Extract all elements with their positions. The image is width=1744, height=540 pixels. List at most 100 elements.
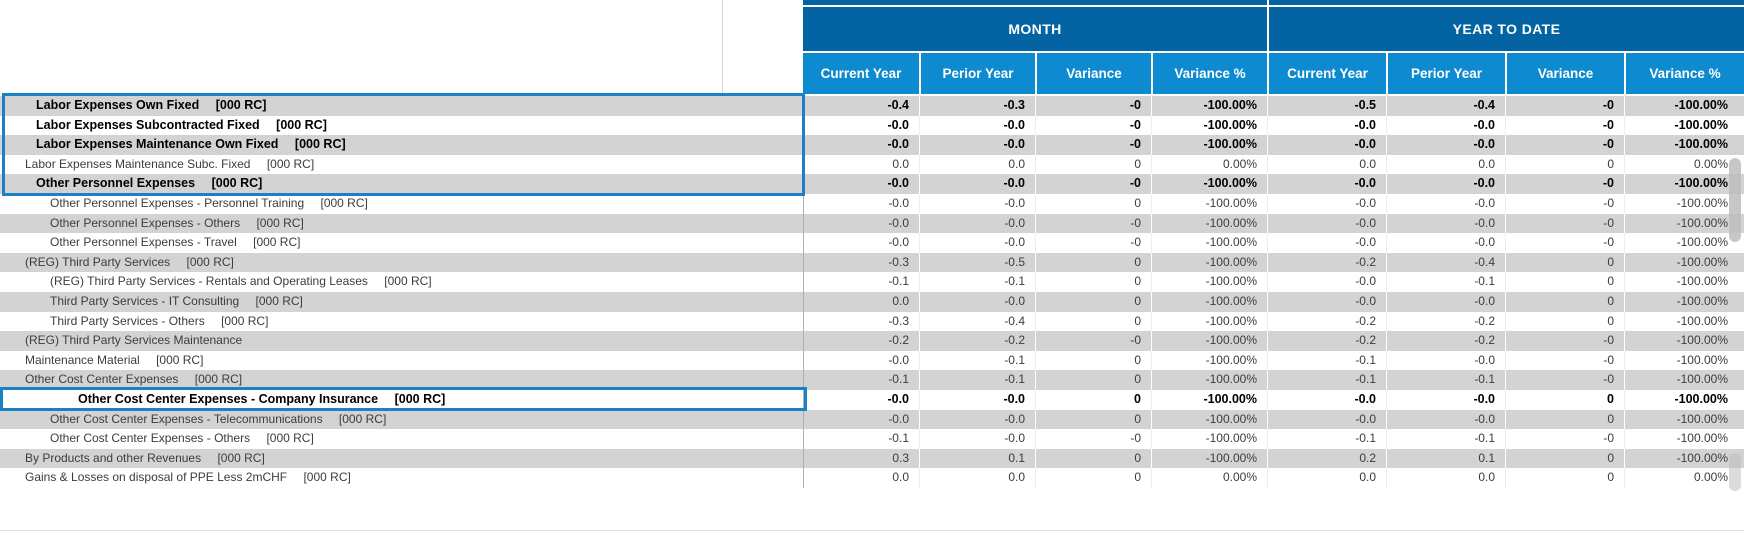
- header-top-strip-separator: [1267, 0, 1269, 5]
- row-label: Gains & Losses on disposal of PPE Less 2…: [25, 470, 288, 485]
- row-label: Other Cost Center Expenses - Company Ins…: [78, 391, 379, 406]
- column-header-month-variance-pct[interactable]: Variance %: [1151, 53, 1267, 94]
- column-group-header: MONTH YEAR TO DATE: [803, 7, 1744, 51]
- ytd-variance-pct-value: -100.00%: [1624, 252, 1744, 273]
- month-perior-year-value: -0.0: [919, 389, 1035, 410]
- month-current-year-value: -0.4: [803, 96, 919, 116]
- ytd-variance-pct-value: -100.00%: [1624, 409, 1744, 430]
- column-header-ytd-perior-year[interactable]: Perior Year: [1386, 53, 1505, 94]
- row-label-cell: Labor Expenses Maintenance Subc. Fixed […: [0, 155, 803, 175]
- ytd-current-year-value: -0.0: [1267, 291, 1386, 312]
- ytd-perior-year-value: -0.0: [1386, 233, 1505, 253]
- ytd-current-year-value: 0.2: [1267, 448, 1386, 469]
- month-current-year-value: -0.3: [803, 252, 919, 273]
- table-row[interactable]: Other Cost Center Expenses - Others [000…: [0, 429, 1744, 449]
- month-perior-year-value: -0.0: [919, 233, 1035, 253]
- column-header-month-perior-year[interactable]: Perior Year: [919, 53, 1035, 94]
- ytd-perior-year-value: 0.1: [1386, 448, 1505, 469]
- ytd-variance-value: 0: [1505, 291, 1624, 312]
- month-perior-year-value: -0.2: [919, 331, 1035, 351]
- row-label-cell: Other Cost Center Expenses - Telecommuni…: [0, 410, 803, 430]
- table-row[interactable]: Labor Expenses Maintenance Subc. Fixed […: [0, 154, 1744, 175]
- column-headers: Current Year Perior Year Variance Varian…: [803, 53, 1744, 94]
- ytd-perior-year-value: -0.0: [1386, 193, 1505, 214]
- table-row[interactable]: Maintenance Material [000 RC] -0.0 -0.1 …: [0, 350, 1744, 371]
- ytd-perior-year-value: -0.1: [1386, 272, 1505, 292]
- month-variance-pct-value: -100.00%: [1151, 429, 1267, 449]
- table-row[interactable]: By Products and other Revenues [000 RC] …: [0, 448, 1744, 469]
- ytd-current-year-value: 0.0: [1267, 154, 1386, 175]
- ytd-current-year-value: -0.0: [1267, 233, 1386, 253]
- row-label: Third Party Services - Others: [50, 313, 205, 328]
- column-header-month-current-year[interactable]: Current Year: [803, 53, 919, 94]
- vertical-scrollbar-thumb[interactable]: [1729, 158, 1741, 242]
- vertical-scrollbar-thumb-secondary[interactable]: [1729, 453, 1741, 491]
- row-label: Other Personnel Expenses - Travel: [50, 235, 237, 250]
- ytd-variance-pct-value: -100.00%: [1624, 331, 1744, 351]
- table-row[interactable]: Labor Expenses Maintenance Own Fixed [00…: [0, 135, 1744, 155]
- table-row[interactable]: Labor Expenses Own Fixed [000 RC] -0.4 -…: [0, 96, 1744, 116]
- table-row[interactable]: Other Personnel Expenses - Others [000 R…: [0, 213, 1744, 234]
- ytd-perior-year-value: 0.0: [1386, 154, 1505, 175]
- row-label-cell: Other Cost Center Expenses [000 RC]: [0, 370, 803, 390]
- row-unit: [000 RC]: [394, 391, 446, 406]
- row-label-cell: Maintenance Material [000 RC]: [0, 351, 803, 371]
- month-perior-year-value: -0.3: [919, 96, 1035, 116]
- ytd-variance-value: 0: [1505, 272, 1624, 292]
- ytd-current-year-value: -0.1: [1267, 429, 1386, 449]
- ytd-current-year-value: -0.2: [1267, 252, 1386, 273]
- ytd-current-year-value: -0.0: [1267, 389, 1386, 410]
- column-header-ytd-variance[interactable]: Variance: [1505, 53, 1624, 94]
- month-variance-pct-value: -100.00%: [1151, 135, 1267, 155]
- month-variance-value: 0: [1035, 370, 1151, 390]
- ytd-perior-year-value: -0.0: [1386, 389, 1505, 410]
- ytd-variance-pct-value: -100.00%: [1624, 193, 1744, 214]
- ytd-variance-pct-value: 0.00%: [1624, 468, 1744, 488]
- month-current-year-value: -0.0: [803, 213, 919, 234]
- ytd-current-year-value: 0.0: [1267, 468, 1386, 488]
- month-variance-value: 0: [1035, 272, 1151, 292]
- ytd-current-year-value: -0.0: [1267, 409, 1386, 430]
- table-row[interactable]: Other Personnel Expenses - Travel [000 R…: [0, 233, 1744, 253]
- month-variance-value: -0: [1035, 213, 1151, 234]
- row-label-cell: Labor Expenses Subcontracted Fixed [000 …: [0, 116, 803, 136]
- month-variance-pct-value: -100.00%: [1151, 311, 1267, 332]
- row-unit: [000 RC]: [211, 176, 263, 191]
- month-perior-year-value: -0.1: [919, 272, 1035, 292]
- row-unit: [000 RC]: [253, 235, 301, 250]
- column-header-ytd-variance-pct[interactable]: Variance %: [1624, 53, 1744, 94]
- table-row[interactable]: Labor Expenses Subcontracted Fixed [000 …: [0, 115, 1744, 136]
- month-variance-value: -0: [1035, 233, 1151, 253]
- month-current-year-value: -0.0: [803, 389, 919, 410]
- row-label-cell: Other Cost Center Expenses - Company Ins…: [0, 390, 803, 410]
- row-label-cell: Other Personnel Expenses - Travel [000 R…: [0, 233, 803, 253]
- table-row[interactable]: (REG) Third Party Services [000 RC] -0.3…: [0, 252, 1744, 273]
- table-row[interactable]: Other Cost Center Expenses - Company Ins…: [0, 389, 1744, 410]
- month-current-year-value: -0.0: [803, 115, 919, 136]
- row-label: Other Cost Center Expenses: [25, 372, 179, 387]
- row-label: (REG) Third Party Services: [25, 254, 171, 269]
- table-row[interactable]: (REG) Third Party Services - Rentals and…: [0, 272, 1744, 292]
- column-header-ytd-current-year[interactable]: Current Year: [1267, 53, 1386, 94]
- month-perior-year-value: -0.5: [919, 252, 1035, 273]
- table-row[interactable]: Third Party Services - Others [000 RC] -…: [0, 311, 1744, 332]
- table-row[interactable]: (REG) Third Party Services Maintenance -…: [0, 331, 1744, 351]
- table-row[interactable]: Other Personnel Expenses - Personnel Tra…: [0, 193, 1744, 214]
- table-row[interactable]: Gains & Losses on disposal of PPE Less 2…: [0, 468, 1744, 488]
- ytd-perior-year-value: -0.4: [1386, 96, 1505, 116]
- column-header-month-variance[interactable]: Variance: [1035, 53, 1151, 94]
- ytd-variance-value: -0: [1505, 115, 1624, 136]
- ytd-current-year-value: -0.1: [1267, 350, 1386, 371]
- table-row[interactable]: Other Cost Center Expenses - Telecommuni…: [0, 409, 1744, 430]
- table-row[interactable]: Third Party Services - IT Consulting [00…: [0, 291, 1744, 312]
- table-row[interactable]: Other Cost Center Expenses [000 RC] -0.1…: [0, 370, 1744, 390]
- row-label-cell: Labor Expenses Maintenance Own Fixed [00…: [0, 135, 803, 155]
- month-variance-pct-value: -100.00%: [1151, 272, 1267, 292]
- table-row[interactable]: Other Personnel Expenses [000 RC] -0.0 -…: [0, 174, 1744, 194]
- ytd-current-year-value: -0.5: [1267, 96, 1386, 116]
- month-variance-value: 0: [1035, 409, 1151, 430]
- ytd-perior-year-value: -0.0: [1386, 174, 1505, 194]
- row-label-cell: (REG) Third Party Services [000 RC]: [0, 253, 803, 273]
- ytd-variance-value: -0: [1505, 350, 1624, 371]
- ytd-variance-pct-value: -100.00%: [1624, 350, 1744, 371]
